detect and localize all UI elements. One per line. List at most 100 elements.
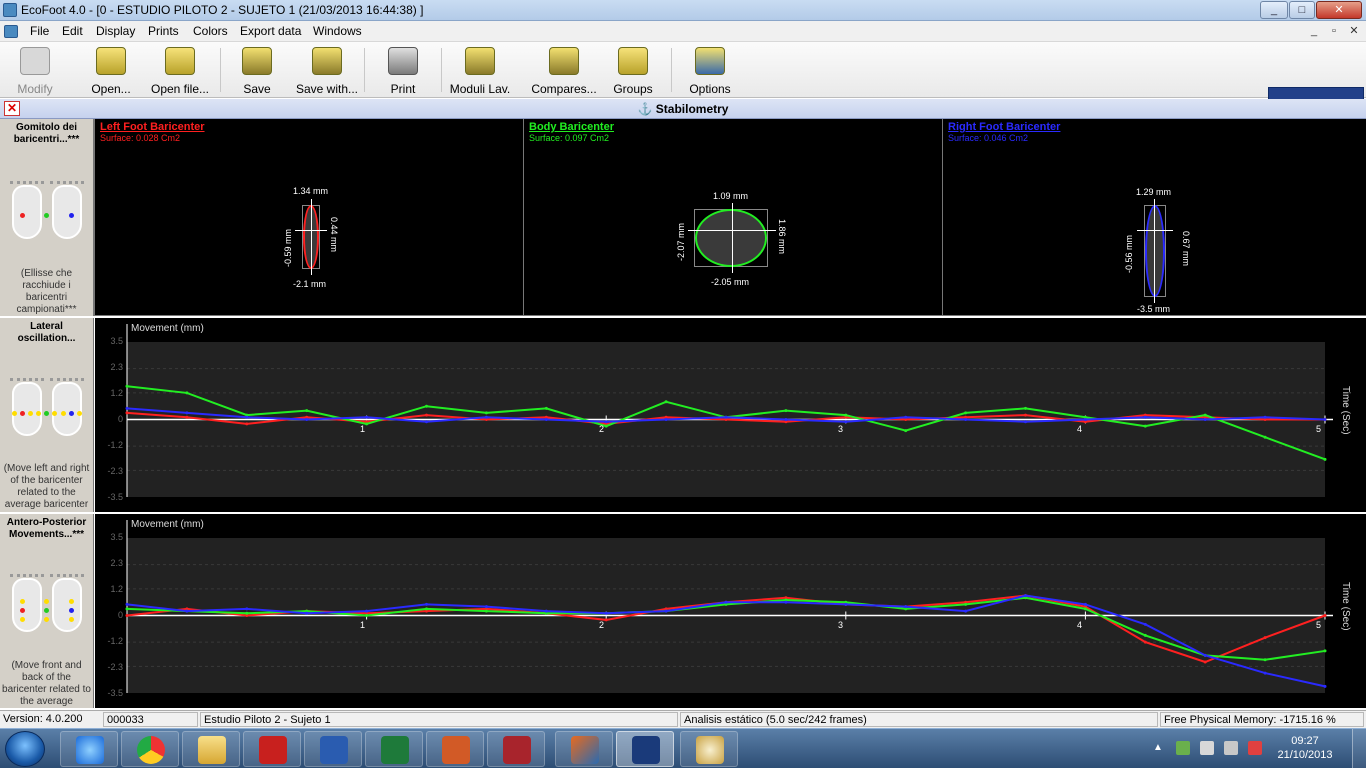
taskbar-excel[interactable] (365, 731, 423, 767)
x-tick-label: 3 (838, 424, 844, 434)
left-foot-top-value: 1.34 mm (293, 186, 329, 196)
antero-data-point (305, 609, 309, 613)
taskbar: ▲ 09:27 21/10/2013 (0, 728, 1366, 769)
lateral-data-point (1323, 418, 1327, 421)
y-tick-label: -1.2 (107, 636, 123, 646)
antero-data-point (1024, 596, 1027, 600)
antero-data-point (365, 611, 369, 615)
menu-colors[interactable]: Colors (193, 24, 228, 38)
toolbar-separator (220, 48, 221, 92)
lateral-data-point (425, 413, 428, 417)
lateral-data-point (1143, 424, 1147, 428)
taskbar-matlab[interactable] (555, 731, 613, 767)
clock[interactable]: 09:27 21/10/2013 (1275, 734, 1335, 762)
taskbar-word[interactable] (304, 731, 362, 767)
tray-expand-icon[interactable]: ▲ (1153, 742, 1163, 753)
antero-data-point (604, 618, 608, 622)
save-with-button[interactable]: Save with... (292, 46, 362, 96)
x-tick-label: 1 (360, 620, 366, 630)
antero-x-axis-label: Time (Sec) (1340, 582, 1351, 631)
mdi-close-button[interactable]: ✕ (1349, 25, 1359, 37)
menu-file[interactable]: File (30, 24, 50, 38)
lateral-chart-svg (125, 324, 1333, 497)
lateral-data-point (664, 418, 668, 421)
lateral-data-point (365, 415, 369, 419)
antero-data-point (904, 607, 908, 611)
open-button[interactable]: Open... (76, 46, 146, 96)
antero-data-point (964, 600, 968, 604)
compares-button[interactable]: Compares... (529, 46, 599, 96)
side-panel-lateral[interactable]: Lateral oscillation... (Move left and ri… (0, 318, 94, 512)
tray-display-icon[interactable] (1224, 741, 1238, 755)
close-button[interactable]: ✕ (1316, 1, 1362, 19)
lateral-data-point (784, 420, 788, 424)
menu-prints[interactable]: Prints (148, 24, 179, 38)
antero-data-point (1083, 607, 1087, 611)
minimize-button[interactable]: _ (1260, 1, 1288, 19)
body-top-value: 1.09 mm (713, 191, 749, 201)
moduli-lav-button[interactable]: Moduli Lav. (445, 46, 515, 96)
menu-display[interactable]: Display (96, 24, 136, 38)
left-foot-right-value: 0.44 mm (329, 217, 339, 253)
lateral-data-point (484, 415, 488, 419)
side-panel-antero-posterior[interactable]: Antero-Posterior Movements...*** (Move f… (0, 514, 94, 708)
taskbar-internet-explorer[interactable] (60, 731, 118, 767)
lateral-data-point (125, 406, 129, 410)
lateral-data-point (604, 424, 608, 428)
antero-data-point (425, 609, 428, 613)
antero-data-point (245, 614, 249, 617)
left-foot-baricenter-title: Left Foot Baricenter (100, 121, 205, 133)
menu-windows[interactable]: Windows (313, 24, 362, 38)
maximize-button[interactable]: □ (1289, 1, 1315, 19)
lateral-data-point (1143, 415, 1147, 419)
window-title: EcoFoot 4.0 - [0 - ESTUDIO PILOTO 2 - SU… (21, 3, 424, 17)
modify-button[interactable]: Modify (0, 46, 70, 96)
side-panel-gomitolo[interactable]: Gomitolo dei baricentri...*** (Ellisse c… (0, 119, 94, 316)
groups-button[interactable]: Groups (598, 46, 668, 96)
side-panel-description: (Move left and right of the baricenter r… (3, 463, 90, 510)
antero-data-point (1024, 594, 1027, 598)
save-button[interactable]: Save (222, 46, 292, 96)
right-foot-right-value: 0.67 mm (1181, 231, 1191, 267)
taskbar-access[interactable] (487, 731, 545, 767)
toolbar-separator (441, 48, 442, 92)
antero-data-point (305, 611, 309, 615)
taskbar-explorer[interactable] (182, 731, 240, 767)
y-tick-label: 1.2 (110, 584, 123, 594)
menu-export-data[interactable]: Export data (240, 24, 302, 38)
show-desktop-button[interactable] (1352, 729, 1366, 769)
lateral-data-point (664, 415, 668, 419)
status-bar: Version: 4.0.200 000033 Estudio Piloto 2… (0, 710, 1366, 728)
tray-flag-icon[interactable] (1176, 741, 1190, 755)
taskbar-chrome[interactable] (121, 731, 179, 767)
antero-data-point (544, 609, 548, 613)
taskbar-paint[interactable] (680, 731, 738, 767)
document-close-button[interactable]: ✕ (4, 101, 20, 116)
options-button[interactable]: Options (675, 46, 745, 96)
open-file-button[interactable]: Open file... (145, 46, 215, 96)
mdi-restore-button[interactable]: ▫ (1332, 25, 1336, 37)
taskbar-acrobat[interactable] (243, 731, 301, 767)
lateral-data-point (904, 418, 908, 421)
tray-network-icon[interactable] (1200, 741, 1214, 755)
status-memory: Free Physical Memory: -1715.16 % (1160, 712, 1364, 727)
taskbar-powerpoint[interactable] (426, 731, 484, 767)
taskbar-ecofoot[interactable] (616, 731, 674, 767)
lateral-data-point (245, 413, 249, 417)
menu-edit[interactable]: Edit (62, 24, 83, 38)
groups-icon (618, 47, 648, 75)
print-button[interactable]: Print (368, 46, 438, 96)
tray-volume-icon[interactable] (1248, 741, 1262, 755)
status-version: Version: 4.0.200 (3, 713, 83, 725)
body-baricenter-title: Body Baricenter (529, 121, 614, 133)
side-panel-description: (Ellisse che racchiude i baricentri camp… (16, 268, 77, 315)
lateral-data-point (185, 411, 189, 415)
antero-chart-title: Movement (mm) (131, 519, 204, 530)
x-tick-label: 1 (360, 424, 366, 434)
app-icon (3, 3, 17, 17)
mdi-minimize-button[interactable]: _ (1310, 25, 1318, 37)
document-tab-bar: ⚓ Stabilometry ✕ (0, 99, 1366, 119)
feet-icon (8, 378, 86, 438)
start-button[interactable] (5, 731, 45, 767)
lateral-data-point (1263, 415, 1267, 419)
